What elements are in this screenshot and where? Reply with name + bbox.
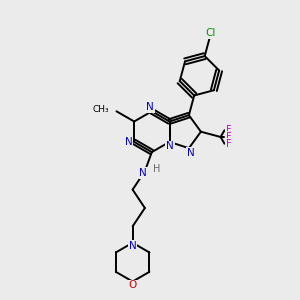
Text: N: N: [129, 241, 136, 251]
Text: F: F: [226, 132, 232, 142]
Text: N: N: [166, 141, 174, 152]
Text: F: F: [226, 125, 232, 135]
Text: O: O: [128, 280, 137, 290]
Text: Cl: Cl: [206, 28, 216, 38]
Text: CH₃: CH₃: [92, 105, 109, 114]
Text: N: N: [125, 137, 133, 147]
Text: H: H: [153, 164, 160, 174]
Text: N: N: [146, 102, 154, 112]
Text: F: F: [226, 139, 232, 149]
Text: N: N: [187, 148, 194, 158]
Text: N: N: [140, 168, 147, 178]
